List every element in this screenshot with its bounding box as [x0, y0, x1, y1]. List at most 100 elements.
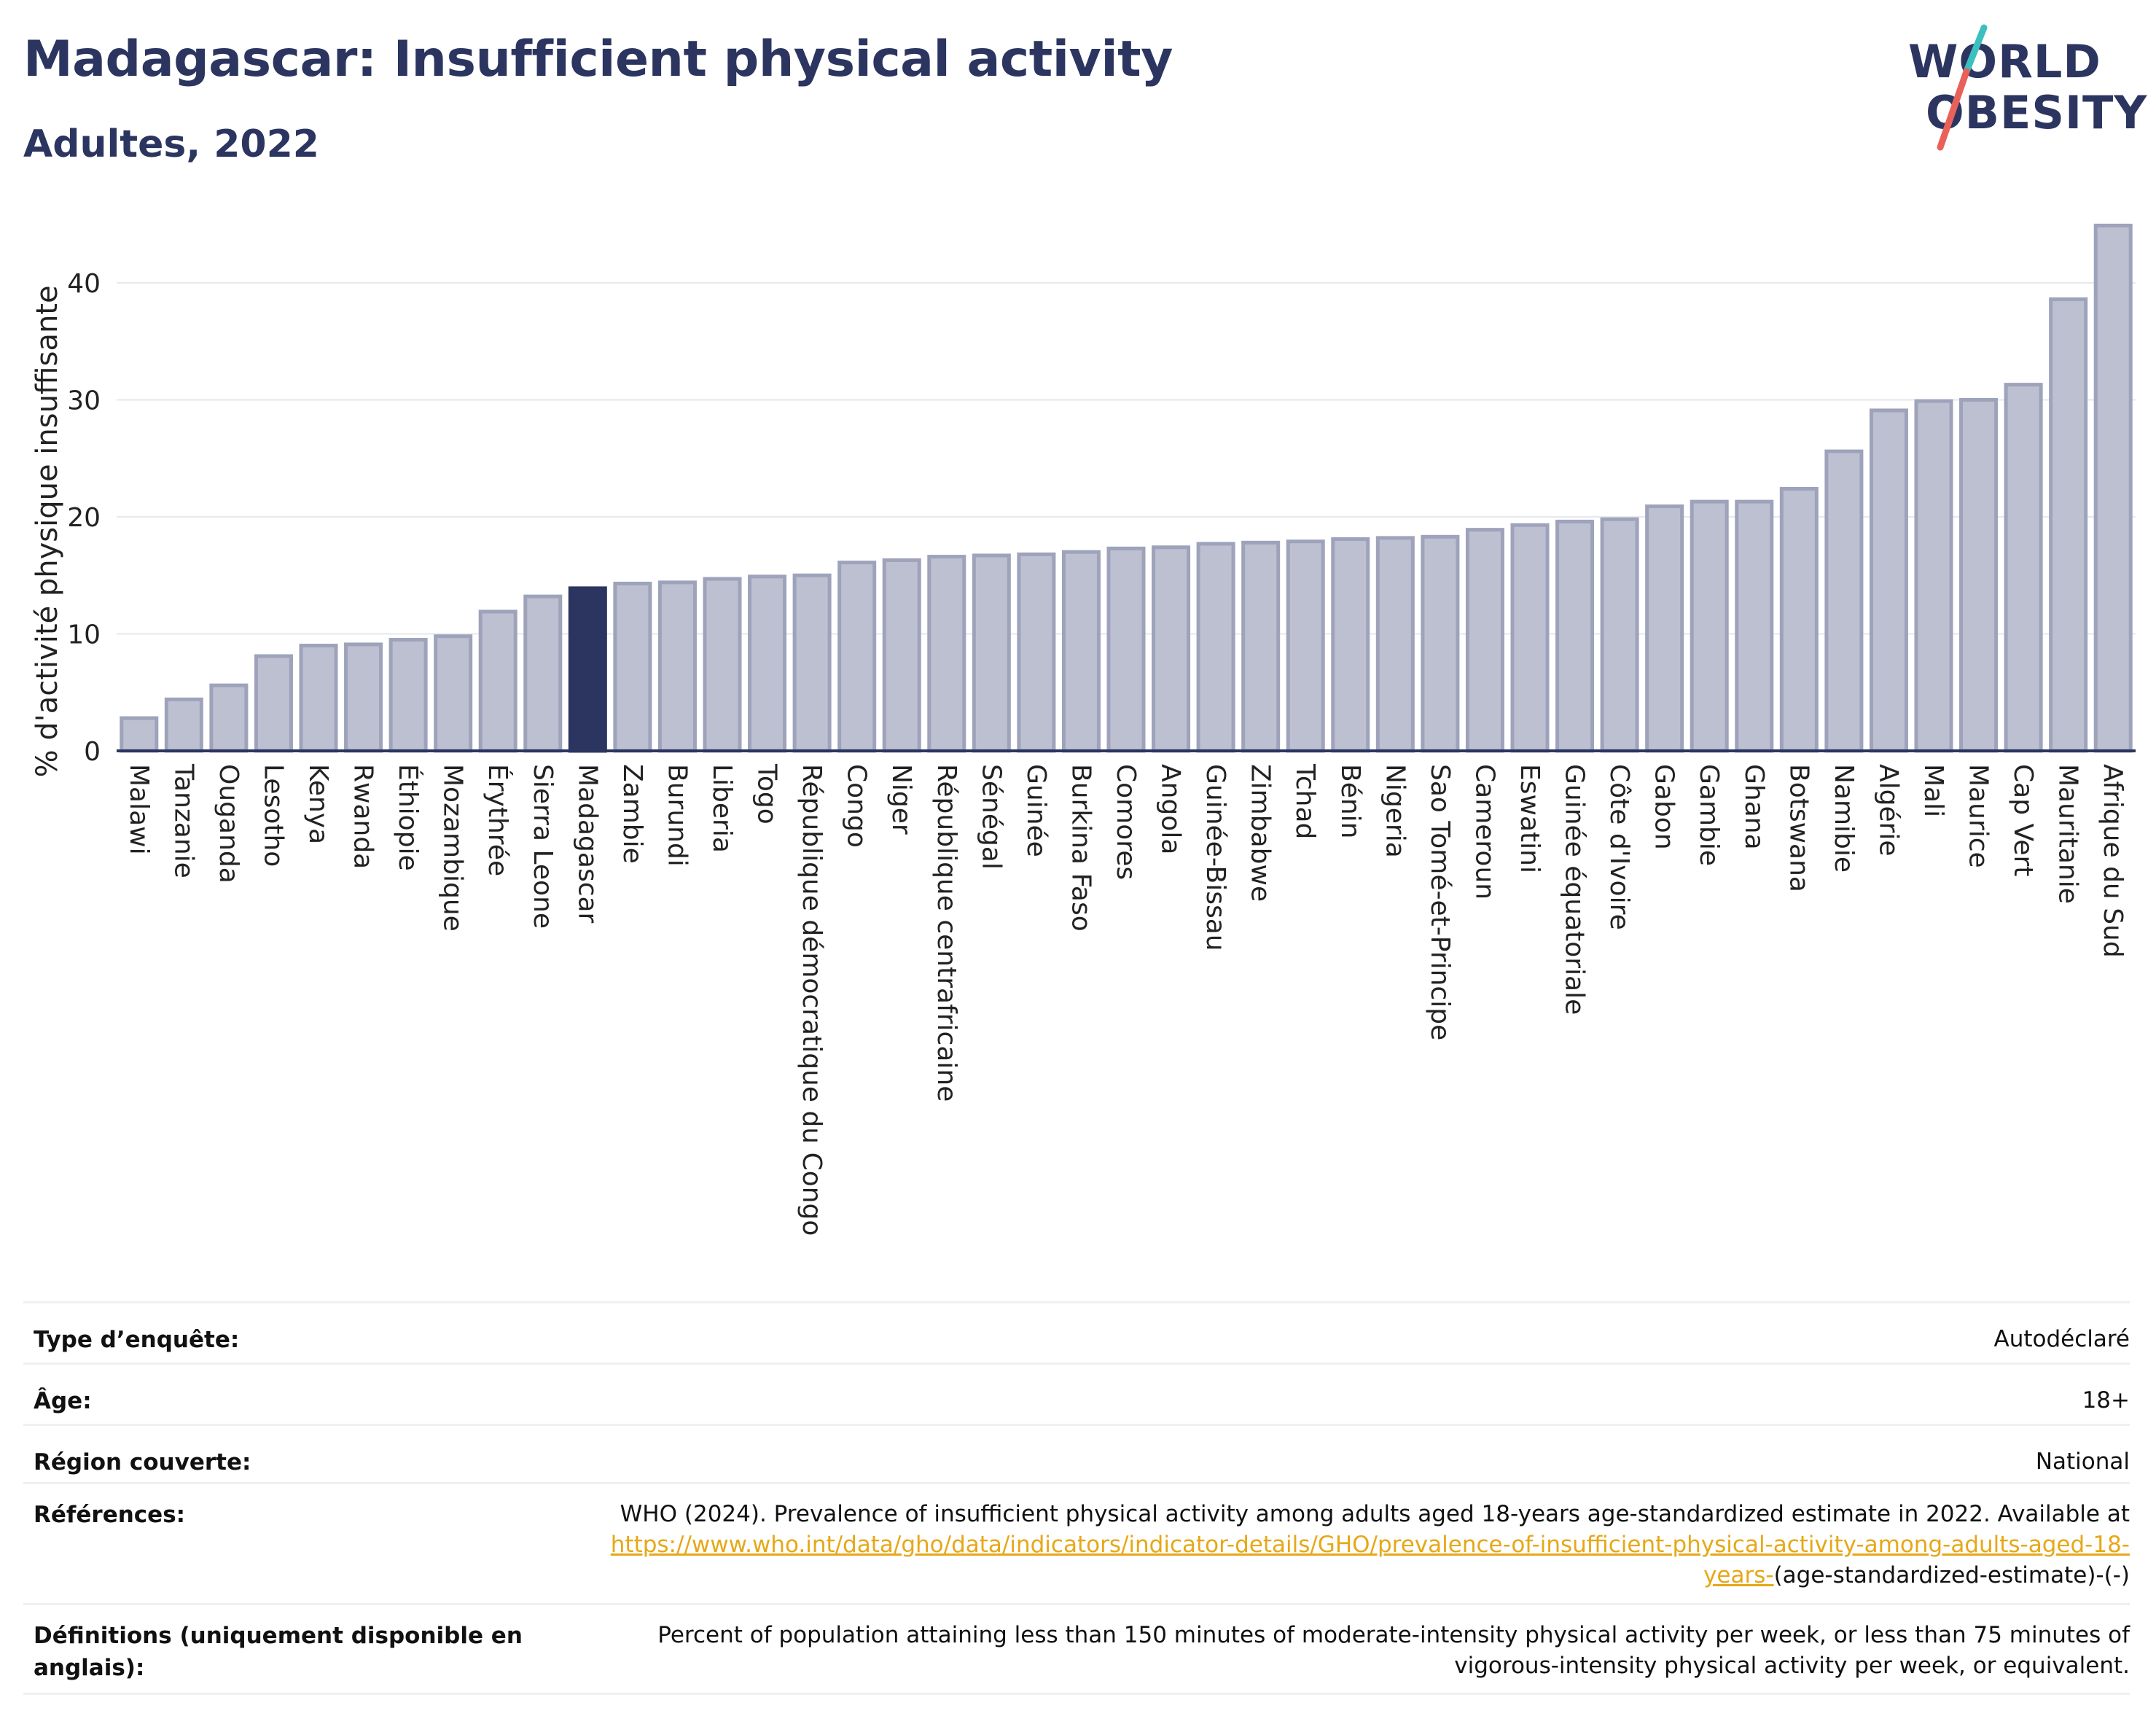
meta-row-references: Références: WHO (2024). Prevalence of in… — [23, 1482, 2130, 1603]
y-axis-label: % d'activité physique insuffisante — [31, 285, 64, 777]
x-tick-label: Togo — [752, 763, 782, 824]
x-tick-label: Côte d'Ivoire — [1604, 764, 1634, 930]
bar — [703, 577, 742, 753]
bar — [837, 561, 877, 753]
y-tick-label: 10 — [67, 620, 101, 650]
x-tick-label: Malawi — [124, 764, 154, 855]
bar — [1555, 519, 1595, 753]
logo-word-world: WORLD — [1908, 35, 2101, 88]
logo-slash-icon — [1937, 24, 1988, 151]
x-tick-label: Kenya — [303, 764, 333, 844]
x-tick-label: Gambie — [1694, 764, 1724, 866]
meta-value: National — [2035, 1449, 2130, 1475]
meta-value: WHO (2024). Prevalence of insufficient p… — [555, 1499, 2130, 1591]
x-tick-label: Zambie — [617, 764, 647, 864]
x-tick-label: Ghana — [1739, 764, 1769, 850]
meta-value: 18+ — [2082, 1387, 2130, 1414]
x-tick-label: Comores — [1111, 764, 1141, 880]
bar — [2093, 223, 2133, 753]
x-tick-label: Sao Tomé-et-Principe — [1425, 764, 1455, 1040]
x-tick-label: Burundi — [662, 764, 692, 867]
bar — [1869, 408, 1908, 753]
x-tick-label: Mozambique — [438, 764, 468, 932]
bar — [254, 654, 293, 753]
bar — [2004, 383, 2043, 753]
x-tick-label: Lesotho — [258, 764, 288, 867]
bar — [1106, 546, 1146, 753]
bar — [1465, 528, 1504, 753]
y-tick-label: 20 — [67, 503, 101, 533]
meta-row-survey-type: Type d’enquête: Autodéclaré — [23, 1301, 2130, 1362]
x-tick-label: Burkina Faso — [1066, 764, 1095, 932]
x-tick-label: Niger — [886, 764, 916, 835]
x-tick-label: République démocratique du Congo — [797, 764, 827, 1236]
x-tick-label: Érythrée — [483, 764, 513, 876]
bar — [882, 558, 921, 753]
bar — [299, 644, 338, 753]
x-tick-label: Namibie — [1829, 764, 1859, 873]
x-tick-label: Tanzanie — [168, 763, 198, 878]
bar — [1600, 517, 1639, 753]
x-tick-label: Cap Vert — [2008, 764, 2038, 876]
metadata-table: Type d’enquête: Autodéclaré Âge: 18+ Rég… — [23, 1301, 2130, 1695]
x-tick-label: Madagascar — [572, 764, 602, 924]
bar — [344, 642, 383, 753]
x-tick-label: Eswatini — [1515, 764, 1544, 873]
x-tick-label: Guinée équatoriale — [1560, 764, 1590, 1015]
bar — [1779, 486, 1819, 753]
x-tick-label: Botswana — [1784, 764, 1813, 892]
x-tick-label: Mauritanie — [2053, 764, 2083, 904]
bar — [1152, 545, 1191, 753]
x-tick-label: Liberia — [707, 764, 737, 853]
meta-value: Autodéclaré — [1993, 1326, 2130, 1352]
meta-label: Type d’enquête: — [34, 1327, 240, 1353]
bar — [164, 697, 203, 753]
bar — [748, 574, 787, 753]
x-tick-label: Angola — [1156, 764, 1186, 854]
reference-suffix: (age-standardized-estimate)-(-) — [1773, 1562, 2130, 1588]
meta-label: Âge: — [34, 1388, 92, 1414]
bar — [568, 586, 607, 753]
x-tick-label: Ouganda — [214, 764, 243, 884]
bar — [792, 573, 832, 753]
x-tick-label: Congo — [842, 764, 872, 848]
bar — [1824, 449, 1864, 753]
x-tick-label: Mali — [1918, 764, 1948, 817]
meta-value: Percent of population attaining less tha… — [657, 1622, 2130, 1679]
logo-word-obesity: OBESITY — [1926, 86, 2148, 139]
bar — [1735, 499, 1774, 753]
x-tick-label: Guinée — [1021, 764, 1051, 857]
y-tick-label: 0 — [84, 737, 101, 767]
bar — [1421, 534, 1460, 753]
bar — [478, 609, 517, 753]
logo-slash-top — [1963, 24, 1988, 75]
x-tick-label: Sénégal — [976, 764, 1006, 870]
bar-chart: 0 10 20 30 40% d'activité physique insuffisa… — [31, 223, 2136, 1236]
reference-link[interactable]: https://www.who.int/data/gho/data/indica… — [610, 1532, 2130, 1588]
bar — [1196, 542, 1235, 753]
x-tick-label: Algérie — [1873, 764, 1903, 857]
bar — [1645, 504, 1684, 753]
page-title: Madagascar: Insufficient physical activi… — [23, 31, 1173, 88]
bar — [972, 553, 1011, 753]
bar — [1017, 552, 1056, 753]
world-obesity-logo: WORLD OBESITY — [1895, 15, 2147, 160]
bar — [523, 594, 563, 753]
bar — [434, 634, 473, 753]
bar — [1241, 540, 1281, 753]
bar — [1690, 499, 1729, 753]
x-tick-label: Sierra Leone — [528, 764, 558, 929]
bar — [613, 581, 652, 753]
bar — [1510, 523, 1550, 753]
x-tick-label: Rwanda — [348, 764, 378, 869]
bar — [120, 716, 159, 753]
bar — [657, 580, 697, 753]
x-tick-label: Guinée-Bissau — [1200, 764, 1230, 951]
bar — [388, 638, 428, 753]
x-tick-label: République centrafricaine — [931, 764, 961, 1102]
meta-label: Région couverte: — [34, 1449, 251, 1475]
bar — [927, 555, 966, 753]
bar — [1375, 536, 1415, 753]
reference-text: WHO (2024). Prevalence of insufficient p… — [620, 1501, 2130, 1527]
meta-row-definitions: Définitions (uniquement disponible en an… — [23, 1603, 2130, 1695]
